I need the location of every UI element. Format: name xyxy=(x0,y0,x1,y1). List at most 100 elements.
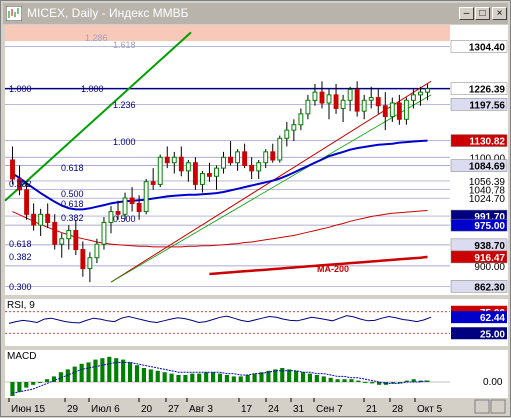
fib-label: 0.618 xyxy=(9,239,32,249)
candle-body xyxy=(389,102,395,118)
macd-bar xyxy=(197,373,202,382)
price-panel xyxy=(5,25,450,295)
candle-body xyxy=(305,99,311,115)
scroll-right-button[interactable] xyxy=(490,399,506,414)
title-bar[interactable]: MICEX, Daily - Индекс ММВБ – □ × xyxy=(3,3,508,24)
fib-label: 1.236 xyxy=(113,100,136,110)
candle-body xyxy=(171,156,177,164)
candle-body xyxy=(249,164,255,172)
price-tag-label: 991.70 xyxy=(474,212,505,223)
rsi-title: RSI, 9 xyxy=(7,300,35,311)
macd-bar xyxy=(418,380,423,382)
price-tag-label: 975.00 xyxy=(474,221,505,232)
fib-label: 0.382 xyxy=(61,213,84,223)
macd-bar xyxy=(287,369,292,382)
candle-body xyxy=(270,151,276,161)
macd-bar xyxy=(224,375,229,382)
macd-bar xyxy=(294,370,299,382)
price-axis-label: 1100.00 xyxy=(470,153,506,164)
macd-bar xyxy=(155,370,160,382)
fib-label: 1.286 xyxy=(85,33,108,43)
macd-bar xyxy=(335,379,340,382)
candle-body xyxy=(347,88,353,101)
candle-body xyxy=(298,113,304,126)
price-tag xyxy=(450,250,508,264)
scroll-left-button[interactable] xyxy=(474,399,490,414)
rsi-level-tag xyxy=(451,327,507,340)
maximize-button[interactable]: □ xyxy=(475,7,490,20)
fib-label: 0.500 xyxy=(113,214,136,224)
candle-body xyxy=(157,156,163,185)
fib-label: 0.300 xyxy=(9,282,32,292)
macd-bar xyxy=(349,379,354,382)
candle-body xyxy=(418,91,423,96)
candle-body xyxy=(143,181,149,213)
candle-body xyxy=(403,99,409,120)
price-axis-label: 1040.78 xyxy=(469,185,506,196)
macd-bar xyxy=(204,372,209,382)
candle-body xyxy=(31,213,37,226)
macd-bar xyxy=(425,380,430,382)
candle-body xyxy=(410,94,416,101)
long-trend-line xyxy=(4,31,192,202)
macd-bar xyxy=(72,366,77,382)
macd-bar xyxy=(79,363,84,382)
macd-bar xyxy=(404,380,409,382)
macd-signal-line xyxy=(12,361,428,394)
candle-body xyxy=(150,181,156,185)
price-tag xyxy=(450,82,508,95)
chart-app-icon xyxy=(6,6,22,21)
candles xyxy=(10,81,430,283)
macd-bar xyxy=(100,358,105,382)
time-axis-label: Июл 6 xyxy=(91,404,120,415)
macd-bar xyxy=(245,375,250,382)
fib-label: 1.000 xyxy=(113,137,136,147)
candle-body xyxy=(17,178,22,191)
macd-bar xyxy=(411,379,416,382)
macd-bar xyxy=(31,382,36,385)
macd-bar xyxy=(51,376,57,382)
minimize-button[interactable]: – xyxy=(459,7,474,20)
candle-body xyxy=(291,124,297,131)
macd-axis xyxy=(450,350,508,398)
time-axis-label: Июн 15 xyxy=(11,404,46,415)
macd-bar xyxy=(86,362,91,382)
macd-bar xyxy=(266,370,271,382)
candle-body xyxy=(10,159,15,180)
price-axis-label: 900.00 xyxy=(474,262,505,273)
macd-bar xyxy=(321,376,326,382)
macd-bar xyxy=(314,375,319,382)
fib-label: 1.000 xyxy=(9,84,32,94)
price-tag-label: 1130.82 xyxy=(469,137,505,148)
price-tag xyxy=(450,98,508,111)
candle-body xyxy=(192,162,198,185)
time-axis-label: Авг 3 xyxy=(189,404,213,415)
highlight-zone xyxy=(5,25,450,41)
candle-body xyxy=(242,151,248,166)
candle-body xyxy=(59,238,65,245)
close-button[interactable]: × xyxy=(492,7,507,20)
macd-bar xyxy=(65,369,70,382)
ma-long-line xyxy=(12,210,428,248)
candle-body xyxy=(340,99,346,109)
macd-bar xyxy=(134,365,140,382)
fib-label: 1.000 xyxy=(81,84,104,94)
rsi-level-label: 25.00 xyxy=(480,329,505,340)
candle-body xyxy=(185,162,191,172)
candle-body xyxy=(80,249,86,270)
price-axis-label: 1056.39 xyxy=(469,177,506,188)
macd-bar xyxy=(127,362,133,382)
macd-bar xyxy=(211,372,216,382)
candle-body xyxy=(178,156,184,172)
candle-body xyxy=(214,167,219,177)
time-axis-label: 29 xyxy=(67,404,79,415)
price-tag-label: 1084.69 xyxy=(469,162,506,173)
candle-body xyxy=(312,91,318,101)
time-axis-label: Окт 5 xyxy=(417,404,443,415)
candle-body xyxy=(326,94,332,104)
macd-zero-label: 0.00 xyxy=(483,377,503,388)
macd-bar xyxy=(273,369,278,382)
